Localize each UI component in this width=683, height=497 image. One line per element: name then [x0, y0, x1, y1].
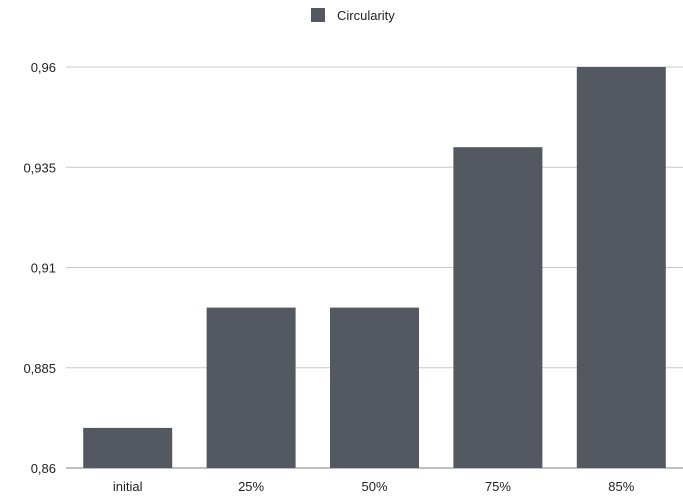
y-tick-labels: 0,86 0,885 0,91 0,935 0,96: [23, 60, 56, 476]
x-tick-label: 85%: [608, 479, 634, 492]
y-tick-label: 0,91: [31, 261, 56, 276]
bars: [83, 67, 666, 468]
legend-label: Circularity: [337, 8, 395, 23]
legend-swatch: [311, 8, 325, 22]
bar-50%: [330, 307, 419, 468]
y-tick-label: 0,885: [23, 361, 56, 376]
y-tick-label: 0,86: [31, 461, 56, 476]
x-tick-label: initial: [113, 479, 143, 492]
bar-75%: [453, 147, 543, 468]
y-tick-label: 0,935: [23, 160, 56, 175]
y-tick-label: 0,96: [31, 60, 56, 75]
x-tick-label: 75%: [485, 479, 511, 492]
x-tick-label: 50%: [361, 479, 387, 492]
x-tick-labels: initial 25% 50% 75% 85%: [113, 479, 635, 494]
bar-25%: [206, 307, 296, 468]
bar-85%: [576, 67, 666, 468]
bar-initial: [83, 427, 173, 468]
x-tick-label: 25%: [238, 479, 264, 492]
legend: Circularity: [311, 8, 395, 23]
